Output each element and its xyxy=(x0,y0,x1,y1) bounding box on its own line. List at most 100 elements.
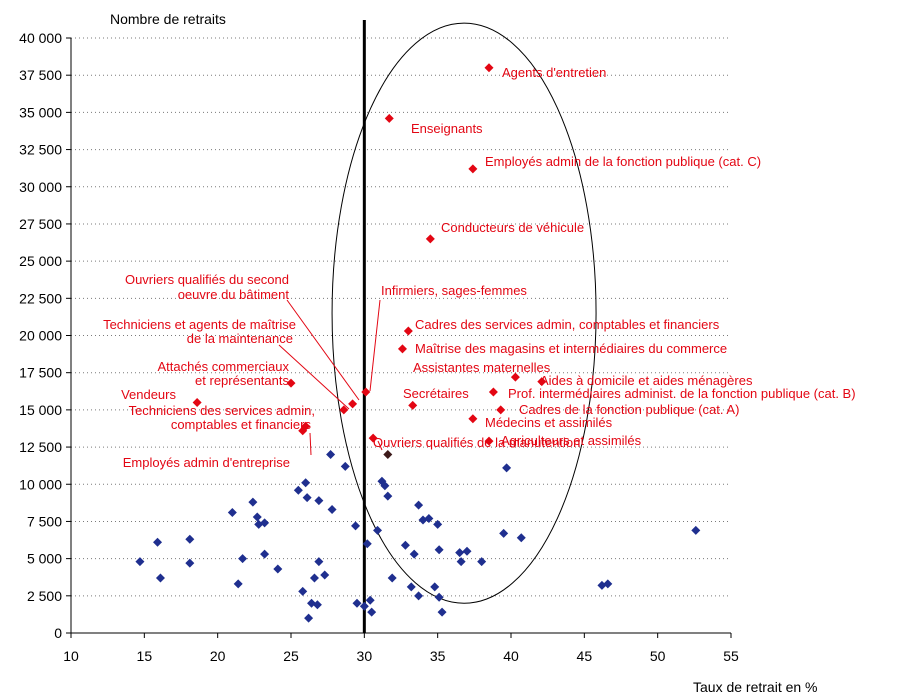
point-label: Infirmiers, sages-femmes xyxy=(381,283,527,298)
x-tick-label: 55 xyxy=(723,648,739,664)
leader-line xyxy=(309,432,312,456)
scatter-point xyxy=(362,539,372,549)
scatter-point xyxy=(185,534,195,544)
point-label: Ouvriers qualifiés de la manutention xyxy=(373,435,580,450)
scatter-point xyxy=(387,573,397,583)
y-axis-title: Nombre de retraits xyxy=(110,11,226,27)
point-label: Maîtrise des magasins et intermédiaires … xyxy=(415,341,727,356)
scatter-point xyxy=(414,591,424,601)
scatter-point xyxy=(433,519,443,529)
x-tick-label: 10 xyxy=(63,648,79,664)
y-tick-label: 35 000 xyxy=(19,104,62,120)
scatter-point xyxy=(414,500,424,510)
scatter-point xyxy=(302,493,312,503)
labeled-point xyxy=(192,397,202,407)
labeled-point xyxy=(468,164,478,174)
y-tick-label: 0 xyxy=(54,625,62,641)
scatter-point xyxy=(309,573,319,583)
scatter-point xyxy=(456,557,466,567)
scatter-point xyxy=(516,533,526,543)
scatter-point xyxy=(351,521,361,531)
data-points xyxy=(135,63,701,623)
x-tick-label: 30 xyxy=(357,648,373,664)
scatter-point xyxy=(326,450,336,459)
y-tick-label: 2 500 xyxy=(27,588,62,604)
leader-line xyxy=(286,299,360,401)
scatter-point xyxy=(227,508,237,518)
point-labels: Agents d'entretien Enseignants Employés ad… xyxy=(103,65,856,470)
scatter-point xyxy=(135,557,145,567)
y-tick-label: 7 500 xyxy=(27,513,62,529)
scatter-point xyxy=(455,548,465,558)
scatter-point xyxy=(383,491,393,501)
point-label: et représentants xyxy=(195,373,289,388)
scatter-point xyxy=(314,496,324,506)
scatter-point xyxy=(185,558,195,568)
scatter-point xyxy=(434,592,444,602)
labeled-point xyxy=(468,414,478,424)
scatter-point xyxy=(409,549,419,559)
labeled-point xyxy=(510,372,520,382)
x-tick-label: 15 xyxy=(137,648,153,664)
labeled-point xyxy=(425,234,435,244)
x-tick-label: 25 xyxy=(283,648,299,664)
x-tick-label: 20 xyxy=(210,648,226,664)
point-label: Secrétaires xyxy=(403,386,469,401)
y-tick-label: 27 500 xyxy=(19,216,62,232)
scatter-point xyxy=(252,512,262,522)
scatter-point xyxy=(155,573,165,583)
y-axis-ticks: 0 2 500 5 000 7 500 10 000 12 500 15 000 17 500… xyxy=(19,30,71,641)
labeled-point xyxy=(361,387,371,397)
labeled-point xyxy=(384,113,394,123)
point-label: Cadres des services admin, comptables et… xyxy=(415,317,720,332)
scatter-point xyxy=(462,546,472,556)
leader-line xyxy=(278,344,350,410)
point-label: Ouvriers qualifiés du second xyxy=(125,272,289,287)
scatter-point xyxy=(352,598,362,608)
labeled-point xyxy=(408,400,418,410)
scatter-point xyxy=(233,579,243,589)
labeled-point xyxy=(488,387,498,397)
y-tick-label: 25 000 xyxy=(19,253,62,269)
point-label: Techniciens des services admin, xyxy=(129,403,315,418)
y-tick-label: 5 000 xyxy=(27,551,62,567)
scatter-point xyxy=(320,570,330,580)
y-tick-label: 17 500 xyxy=(19,365,62,381)
labeled-point xyxy=(298,426,308,436)
labeled-point xyxy=(339,405,349,415)
scatter-point xyxy=(691,525,701,535)
leader-line xyxy=(377,440,383,451)
point-label: Vendeurs xyxy=(121,387,176,402)
labeled-point xyxy=(368,433,378,443)
y-tick-label: 40 000 xyxy=(19,30,62,46)
scatter-point xyxy=(153,537,163,547)
scatter-point xyxy=(406,582,416,592)
scatter-point xyxy=(437,607,447,617)
x-tick-label: 35 xyxy=(430,648,446,664)
point-label: Conducteurs de véhicule xyxy=(441,220,584,235)
y-tick-label: 12 500 xyxy=(19,439,62,455)
labeled-point xyxy=(484,436,494,446)
y-tick-label: 10 000 xyxy=(19,476,62,492)
point-label: de la maintenance xyxy=(187,331,293,346)
scatter-point xyxy=(365,595,375,605)
scatter-point xyxy=(477,557,487,567)
scatter-point xyxy=(603,579,613,589)
scatter-point xyxy=(301,478,311,488)
y-tick-label: 20 000 xyxy=(19,328,62,344)
scatter-point xyxy=(359,601,369,611)
label-leader-lines xyxy=(278,299,383,456)
point-label: Enseignants xyxy=(411,121,483,136)
scatter-point xyxy=(367,607,377,617)
scatter-point xyxy=(314,557,324,567)
scatter-point xyxy=(380,481,390,491)
scatter-point xyxy=(340,461,350,471)
point-label: Aides à domicile et aides ménagères xyxy=(540,373,753,388)
leader-line xyxy=(369,299,381,392)
labeled-point xyxy=(397,344,407,354)
labeled-point xyxy=(348,399,358,409)
point-label: Attachés commerciaux xyxy=(158,359,290,374)
highlight-ellipse xyxy=(331,22,597,604)
point-label: Agriculteurs et assimilés xyxy=(501,433,642,448)
